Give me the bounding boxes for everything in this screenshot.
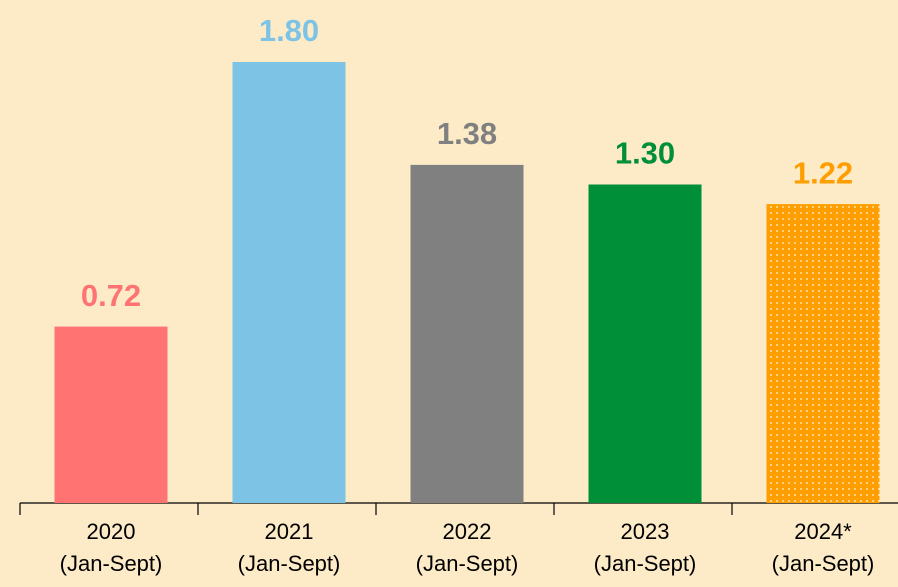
x-tick-label: 2023 (621, 519, 670, 544)
x-tick-label: (Jan-Sept) (60, 551, 163, 576)
x-tick-label: 2022 (443, 519, 492, 544)
value-label: 1.38 (437, 116, 497, 151)
value-label: 0.72 (81, 278, 141, 313)
value-label: 1.80 (259, 13, 319, 48)
x-tick-label: (Jan-Sept) (772, 551, 875, 576)
value-label: 1.22 (793, 155, 853, 190)
x-tick-label: (Jan-Sept) (416, 551, 519, 576)
bar (766, 204, 880, 503)
x-tick-label: 2020 (87, 519, 136, 544)
bar (588, 184, 702, 503)
bar (410, 164, 524, 503)
value-label: 1.30 (615, 136, 675, 171)
bar (232, 62, 346, 503)
x-tick-label: 2024* (794, 519, 852, 544)
x-tick-label: 2021 (265, 519, 314, 544)
bar (54, 326, 168, 503)
x-tick-label: (Jan-Sept) (238, 551, 341, 576)
x-tick-label: (Jan-Sept) (594, 551, 697, 576)
